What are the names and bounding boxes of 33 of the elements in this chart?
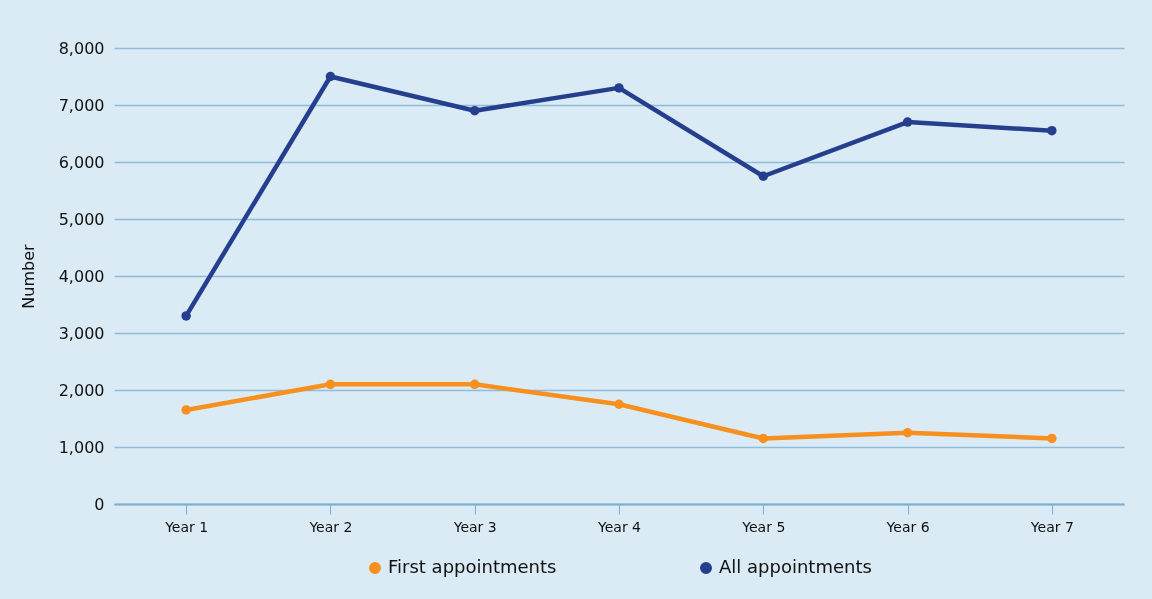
point xyxy=(902,428,913,438)
point xyxy=(325,379,336,390)
point xyxy=(614,399,624,409)
y-tick-label: 3,000 xyxy=(58,323,105,343)
x-tick-label: Year 2 xyxy=(308,518,353,535)
point xyxy=(1047,433,1057,444)
x-tick-label: Year 7 xyxy=(1029,518,1074,535)
x-tick-label: Year 4 xyxy=(597,518,642,535)
x-tick-label: Year 5 xyxy=(741,518,786,535)
point xyxy=(469,105,480,116)
y-tick-label: 7,000 xyxy=(58,95,105,115)
x-tick-label: Year 6 xyxy=(885,518,930,535)
y-tick-label: 2,000 xyxy=(58,380,105,400)
point xyxy=(758,171,769,181)
point xyxy=(181,405,191,415)
y-tick-label: 0 xyxy=(94,494,105,514)
x-tick-label: Year 1 xyxy=(164,518,209,535)
y-tick-label: 5,000 xyxy=(58,209,105,229)
point xyxy=(325,71,336,82)
y-tick-label: 1,000 xyxy=(58,437,105,457)
legend-label: First appointments xyxy=(388,556,557,577)
y-axis-title: Number xyxy=(18,243,38,309)
point xyxy=(181,311,191,321)
y-tick-label: 4,000 xyxy=(58,266,105,286)
point xyxy=(902,117,913,127)
legend-label: All appointments xyxy=(719,556,872,577)
point xyxy=(614,83,624,93)
y-tick-label: 8,000 xyxy=(58,38,105,58)
x-tick-label: Year 3 xyxy=(452,518,497,535)
point xyxy=(469,379,480,390)
point xyxy=(758,433,769,444)
point xyxy=(1047,125,1057,136)
y-tick-label: 6,000 xyxy=(58,152,105,172)
